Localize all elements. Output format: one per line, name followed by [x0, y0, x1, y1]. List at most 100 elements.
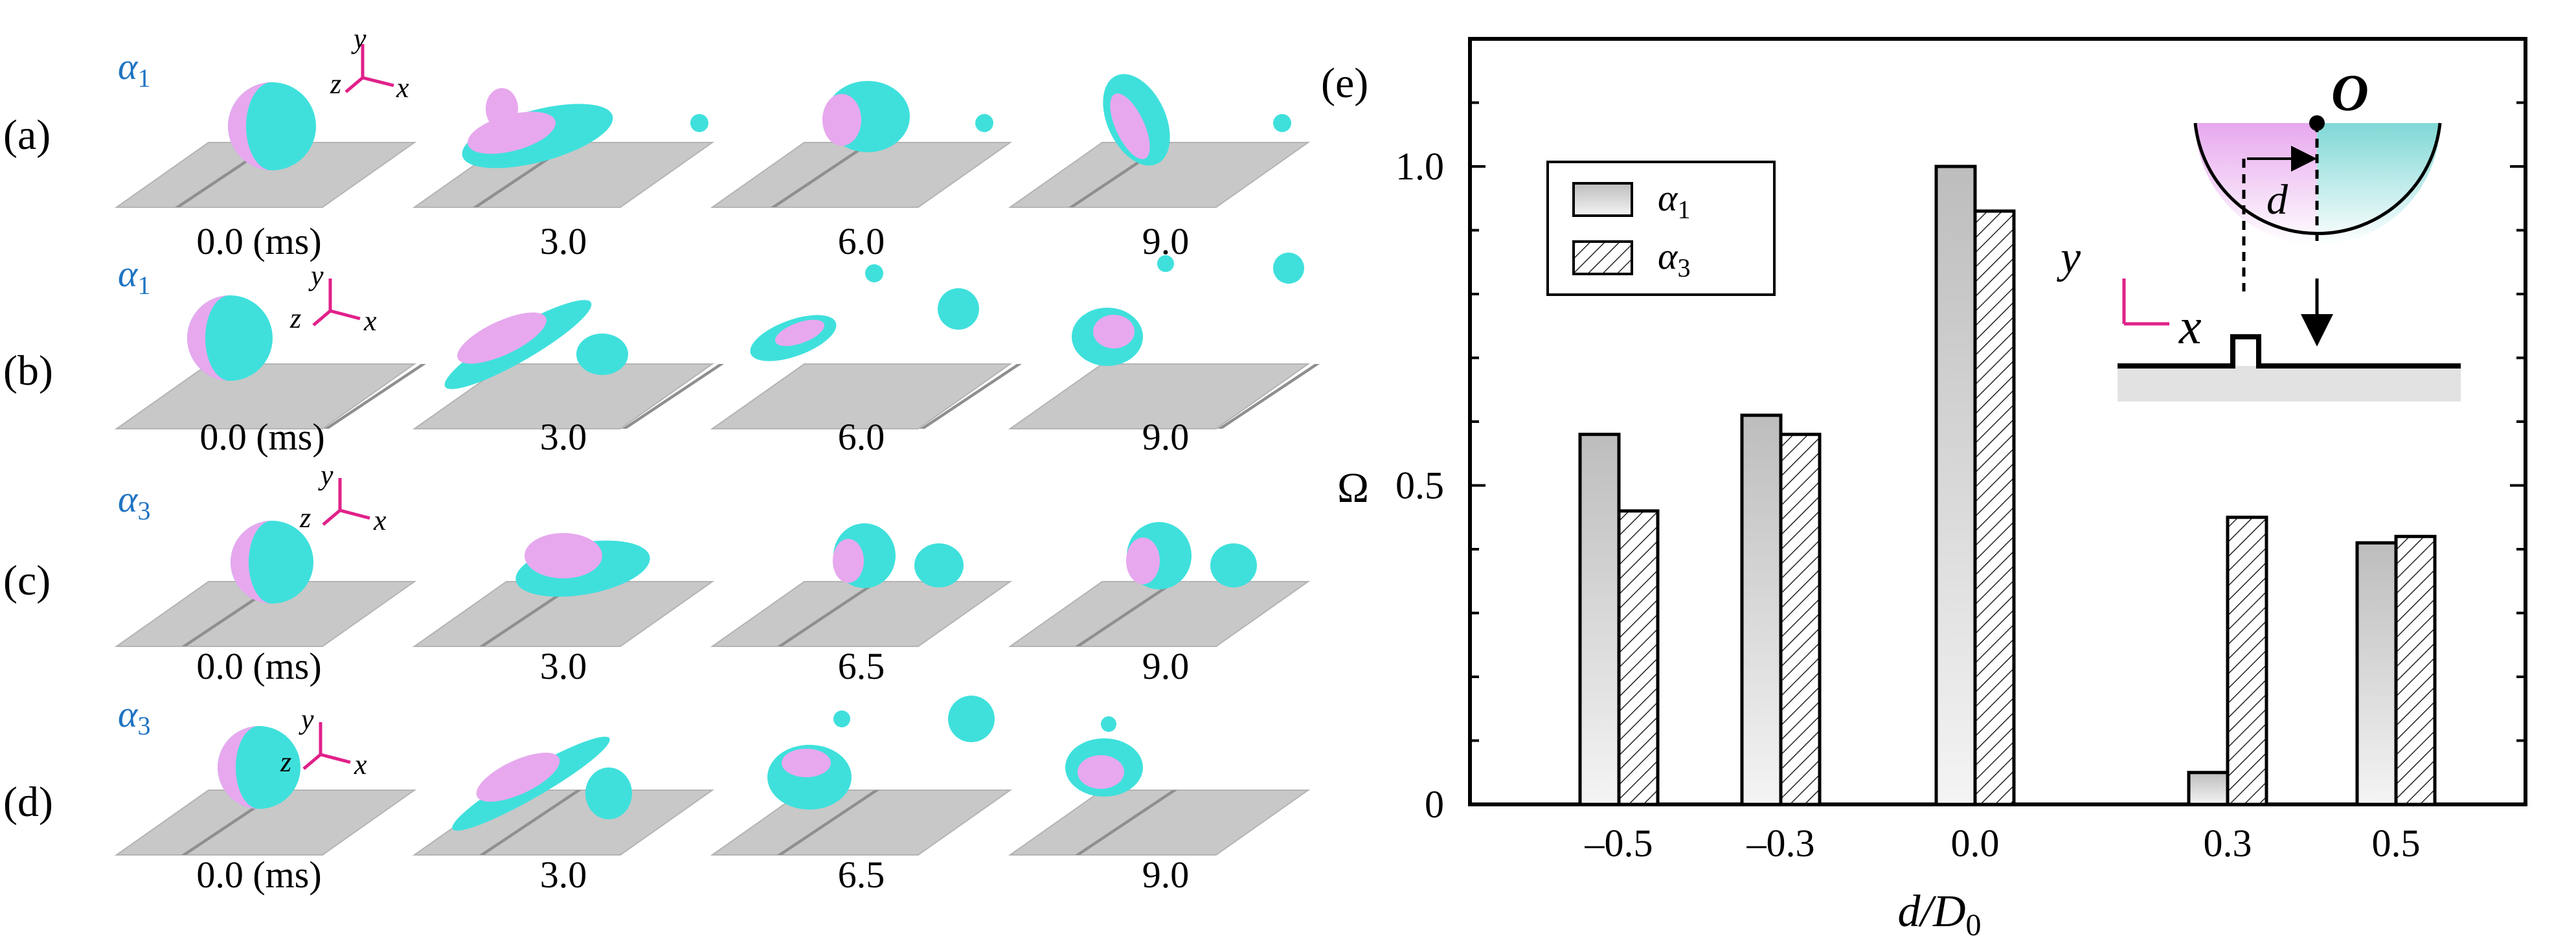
triad-x: x: [396, 72, 409, 104]
alpha-label: α1: [118, 45, 150, 93]
inset-y-label: y: [2057, 233, 2081, 282]
x-tick-label: 0.5: [2372, 822, 2421, 865]
alpha-symbol: α: [118, 253, 139, 295]
inset-schematic: O d y x: [2057, 65, 2461, 402]
droplet: [218, 726, 300, 809]
time-label: 0.0 (ms): [196, 645, 321, 687]
plate: [710, 142, 1013, 208]
droplet: [515, 533, 650, 597]
droplet: [833, 523, 964, 588]
time-label: 6.5: [838, 645, 885, 687]
triad-z: z: [330, 68, 341, 100]
row-d: (d) α3 0.0 (ms) 3.0 6.5 9.0 y x z: [3, 693, 1311, 896]
axes-triad: y x z: [280, 703, 367, 780]
time-label: 0.0 (ms): [196, 854, 321, 896]
droplet: [228, 82, 316, 170]
time-label: 9.0: [1142, 854, 1190, 896]
bar-α1-–0.3: [1740, 413, 1783, 806]
plate: [710, 790, 1013, 856]
inset-ground: [2118, 366, 2461, 402]
alpha-subscript: 1: [137, 271, 150, 300]
triad-y: y: [299, 703, 314, 735]
alpha-subscript: 1: [137, 63, 150, 93]
x-tick-label: 0.3: [2204, 822, 2252, 865]
triad-x: x: [363, 305, 377, 337]
inset-d-label: d: [2266, 176, 2288, 223]
droplet: [1065, 716, 1143, 797]
time-label: 3.0: [540, 220, 587, 262]
x-tick-label: 0.0: [1951, 822, 2000, 865]
bar-α1-–0.5: [1578, 433, 1621, 806]
x-ticks: –0.5 –0.3 0.0 0.3 0.5: [1585, 790, 2421, 865]
inset-drop-pink: [2195, 123, 2317, 245]
y-tick-label: 0.5: [1395, 464, 1444, 507]
droplet: [1072, 253, 1304, 366]
time-label: 6.0: [838, 416, 885, 458]
time-label: 3.0: [540, 854, 587, 896]
triad-y: y: [318, 459, 333, 491]
y-tick-label: 1.0: [1395, 145, 1444, 188]
row-a: (a) α1 0.0 (ms) 3.0 6.0 9.0 y x: [3, 23, 1311, 262]
bar-chart: (e) 00.51.0 –0.5 –0.3 0.0 0.3 0.5 Ω d/D0 α1 …: [1321, 37, 2527, 942]
droplet: [767, 696, 995, 810]
inset-origin-label: O: [2331, 65, 2369, 122]
bars: [1578, 165, 2437, 806]
row-tag: (b): [3, 347, 53, 394]
alpha-symbol: α: [118, 693, 139, 735]
droplet: [462, 88, 708, 168]
row-b: (b) α1 0.0 (ms) 3.0 6.0 9.0 y x z: [3, 253, 1320, 458]
legend-label-alpha3: α3: [1658, 235, 1690, 282]
alpha-label: α3: [118, 478, 150, 525]
alpha-symbol: α: [118, 45, 139, 87]
x-axis-label: d/D0: [1898, 887, 1982, 942]
time-label: 0.0 (ms): [196, 220, 321, 262]
droplet: [452, 736, 632, 831]
time-label: 9.0: [1142, 645, 1190, 687]
time-label: 6.0: [838, 220, 885, 262]
x-axis-label-main: d/D: [1898, 887, 1966, 937]
axes-triad: y x z: [289, 260, 377, 337]
alpha-subscript: 3: [137, 711, 150, 740]
y-axis-label: Ω: [1337, 464, 1369, 512]
triad-z: z: [299, 502, 311, 534]
y-ticks: 0 0.5 1.0: [1395, 38, 2525, 826]
alpha-symbol: α: [118, 478, 139, 520]
triad-z: z: [280, 746, 291, 778]
time-label: 0.0 (ms): [199, 416, 324, 458]
y-tick-label: 0: [1425, 783, 1444, 826]
bar-α1-0.5: [2355, 541, 2398, 806]
plate: [710, 363, 1022, 429]
triad-x: x: [373, 505, 387, 536]
inset-drop-cyan: [2317, 123, 2440, 245]
droplet: [187, 295, 273, 381]
droplet: [750, 264, 979, 361]
inset-surface: [2118, 334, 2461, 369]
alpha-label: α3: [118, 693, 150, 740]
legend-swatch-alpha1: [1572, 182, 1633, 217]
inset-origin-point: [2309, 115, 2325, 131]
alpha-label: α1: [118, 253, 150, 300]
time-label: 3.0: [540, 416, 587, 458]
droplet: [1103, 74, 1291, 166]
bar-α1-0.0: [1934, 165, 1977, 806]
x-axis-label-sub: 0: [1966, 908, 1982, 942]
droplet: [822, 81, 993, 152]
time-label: 3.0: [540, 645, 587, 687]
triad-y: y: [351, 23, 367, 54]
plate: [114, 363, 426, 429]
bar-α3-0.5: [2394, 534, 2437, 806]
plate: [710, 581, 1013, 647]
x-tick-label: –0.5: [1585, 822, 1653, 865]
legend-label-alpha1: α1: [1658, 177, 1690, 224]
bar-α3-0.0: [1973, 209, 2016, 806]
triad-x: x: [354, 749, 367, 780]
plate: [1008, 790, 1311, 856]
droplet: [1126, 522, 1257, 589]
droplet: [231, 521, 313, 604]
plate: [1008, 581, 1311, 647]
alpha-subscript: 3: [137, 496, 150, 525]
x-tick-label: –0.3: [1746, 822, 1815, 865]
legend: α1 α3: [1546, 161, 1776, 296]
time-label: 6.5: [838, 854, 885, 896]
